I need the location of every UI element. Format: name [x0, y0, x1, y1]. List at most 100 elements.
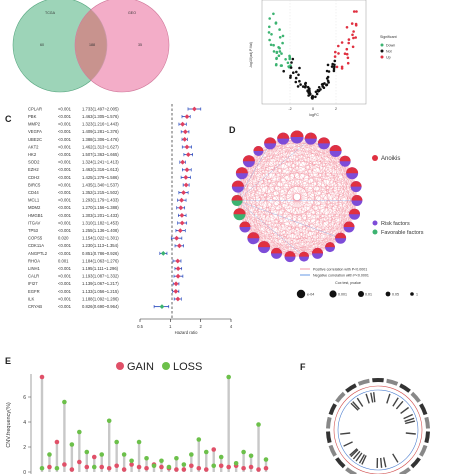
network-node-anoikis-wedge: [345, 155, 351, 162]
volcano-point: [350, 22, 354, 25]
volcano-point: [352, 30, 355, 33]
cnv-gain-point: [62, 462, 67, 467]
cnv-gain-point: [248, 464, 254, 470]
network-node-anoikis-wedge: [264, 137, 271, 144]
forest-point: [184, 167, 190, 173]
volcano-point: [346, 61, 350, 65]
circos-chromosome-band: [424, 416, 430, 429]
network-edge: [237, 143, 324, 201]
network-edge: [239, 138, 284, 215]
network-edge: [237, 186, 350, 228]
circos-gene-tick: [380, 457, 383, 468]
cnv-gain-point: [84, 464, 90, 470]
network-node-anoikis-wedge: [335, 232, 341, 239]
volcano-point: [308, 89, 311, 93]
volcano-point: [298, 79, 301, 83]
forest-point: [178, 205, 184, 211]
network-edge: [241, 138, 311, 174]
volcano-legend-not-swatch: [380, 49, 384, 53]
cnv-loss-point: [121, 452, 127, 457]
network-node-anoikis-wedge: [241, 167, 248, 174]
circos-plot: [326, 377, 430, 474]
volcano-point: [275, 50, 279, 54]
volcano-point: [352, 10, 356, 13]
forest-point: [179, 213, 185, 218]
volcano-point: [323, 82, 326, 85]
cnv-loss-point: [174, 455, 179, 461]
forest-rows: CPLAR <0.001 1.733(1.497~2.005) PBK <0.001 1.…: [28, 106, 202, 309]
forest-hr-text: 1.409(1.281~1.376): [82, 129, 119, 134]
forest-x-axis-label: Hazard ratio: [175, 330, 198, 335]
cox-tick-5: 1: [416, 293, 418, 297]
legend-pos: Positive correlation with P<0.0001: [313, 268, 367, 272]
volcano-point: [345, 47, 349, 51]
volcano-point: [290, 61, 293, 64]
network-edge: [253, 214, 355, 239]
forest-hr-text: 1.323(1.216~1.443): [82, 122, 119, 127]
network-node-anoikis-wedge: [237, 180, 244, 187]
circos-chromosome-band: [345, 467, 357, 474]
forest-point: [160, 251, 166, 256]
cnv-gain-point: [144, 465, 149, 471]
network-edge: [241, 173, 305, 257]
forest-gene-label: MCL1: [28, 198, 40, 203]
volcano-point: [296, 85, 300, 88]
circos-gene-tick: [361, 455, 367, 465]
volcano-point: [311, 95, 314, 98]
network-edge: [237, 186, 318, 254]
forest-gene-label: PBK: [28, 114, 37, 119]
forest-pvalue: 0.020: [58, 236, 69, 241]
circos-gene-tick: [405, 432, 416, 435]
forest-hr-text: 1.133(1.056~1.215): [82, 289, 119, 294]
legend-risk-swatch: [372, 220, 378, 226]
forest-point: [184, 114, 190, 119]
network-edge: [310, 138, 341, 239]
network-node-anoikis-wedge: [329, 145, 336, 151]
cnv-legend-loss-swatch: [162, 362, 170, 370]
volcano-point: [289, 74, 292, 78]
volcano-point: [306, 85, 310, 89]
network-node-anoikis-wedge: [233, 208, 240, 215]
forest-pvalue: <0.001: [58, 106, 72, 111]
panel-e-cnv: E GAIN LOSS CNV.frequency(%) 0 2 4 6: [5, 356, 269, 474]
circos-gene-tick: [395, 400, 404, 410]
network-edge: [263, 138, 284, 248]
forest-hr-text: 1.255(1.136~1.408): [82, 228, 119, 233]
forest-point: [176, 243, 182, 249]
network-edge: [237, 186, 357, 201]
venn-left-set-label: TCGA: [45, 11, 56, 15]
network-node-anoikis-wedge: [304, 132, 311, 139]
cnv-y-ticks: 0 2 4 6: [23, 395, 31, 474]
network-edge: [236, 143, 271, 201]
forest-point: [175, 266, 181, 271]
volcano-point: [299, 83, 302, 86]
forest-point: [174, 235, 180, 241]
forest-hr-text: 1.463(1.316~1.613): [82, 167, 119, 172]
network-node-anoikis-wedge: [351, 195, 357, 201]
network-edge: [253, 138, 284, 239]
forest-gene-label: HMGB1: [28, 213, 44, 218]
legend-favorable: Favorable factors: [381, 230, 424, 236]
cnv-y-tick-label: 2: [23, 445, 26, 451]
network-edge: [239, 214, 277, 254]
volcano-legend-down: Down: [386, 44, 395, 48]
volcano-plot-area: [261, 0, 367, 105]
forest-hr-text: 0.826(0.690~0.964): [82, 304, 119, 309]
circos-track-ring: [337, 389, 419, 471]
cnv-legend-gain: GAIN: [127, 361, 154, 373]
volcano-legend-up: Up: [386, 56, 391, 60]
cnv-gain-point: [47, 464, 52, 470]
forest-x-tick-label: 1: [169, 324, 172, 329]
network-edge: [239, 214, 341, 239]
circos-gene-tick: [392, 453, 399, 463]
circos-chromosome-band: [372, 377, 384, 383]
volcano-point: [291, 57, 295, 61]
cnv-gain-point: [226, 464, 231, 470]
forest-pvalue: <0.001: [58, 228, 72, 233]
forest-hr-text: 1.188(1.092~1.286): [82, 296, 119, 301]
circos-chromosome-band: [328, 403, 337, 416]
network-node-anoikis-wedge: [349, 208, 355, 215]
circos-gene-tick: [365, 393, 370, 404]
volcano-point: [343, 52, 347, 55]
network-edge: [237, 161, 346, 187]
